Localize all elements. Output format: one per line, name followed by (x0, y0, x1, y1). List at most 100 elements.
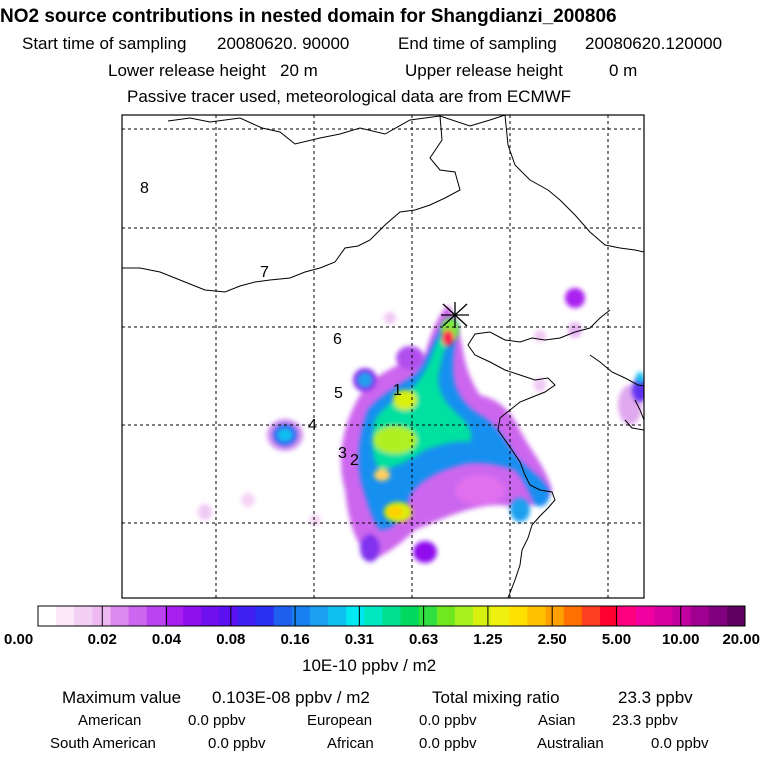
upper-release-label: Upper release height (405, 61, 563, 80)
colorbar-tick-label: 0.08 (216, 631, 246, 648)
region-label-6: 6 (333, 331, 342, 348)
end-time-value: 20080620.120000 (585, 34, 723, 53)
colorbar-border (37, 605, 746, 627)
total-mixing-label: Total mixing ratio (432, 688, 560, 707)
colorbar-swatch (636, 606, 655, 626)
colorbar-swatch (454, 606, 474, 626)
plume-blob (636, 372, 644, 384)
receptor-star-icon (441, 302, 469, 328)
faint-patch (568, 322, 582, 338)
region-label-5: 5 (334, 385, 343, 402)
asian-label: Asian (538, 712, 576, 729)
lower-release-value: 20 m (280, 61, 318, 80)
region-label-1: 1 (393, 382, 402, 399)
colorbar-tick-label: 0.31 (344, 631, 374, 648)
colorbar-swatch (56, 606, 75, 626)
map-border (121, 114, 645, 599)
colorbar-swatch (201, 606, 220, 626)
colorbar-swatch (708, 606, 728, 626)
colorbar-swatch (400, 606, 420, 626)
colorbar-swatch (74, 606, 93, 626)
faint-patch (309, 514, 321, 526)
european-label: European (307, 712, 373, 729)
colorbar-tick-label: 20.00 (722, 631, 760, 648)
colorbar-swatch (346, 606, 365, 626)
colorbar-swatch (672, 606, 692, 626)
colorbar-swatch (146, 606, 166, 626)
colorbar-swatch (128, 606, 148, 626)
coastline (589, 354, 644, 387)
map-boundaries (122, 115, 644, 598)
colorbar-tick-label: 0.00 (4, 631, 34, 648)
faint-patch (534, 378, 546, 392)
colorbar-swatch (219, 606, 238, 626)
colorbar-tick-label: 0.63 (409, 631, 439, 648)
region-label-7: 7 (260, 264, 269, 281)
african-value: 0.0 ppbv (419, 735, 477, 752)
plume-blob (413, 541, 437, 563)
american-label: American (78, 712, 142, 729)
colorbar-swatch (382, 606, 402, 626)
colorbar-swatch (563, 606, 583, 626)
colorbar-swatch (581, 606, 601, 626)
plume-core (373, 426, 417, 454)
plume-core (387, 506, 403, 518)
faint-patch (384, 312, 396, 324)
colorbar-swatch (690, 606, 710, 626)
concentration-field (198, 288, 644, 563)
colorbar-swatch (309, 606, 329, 626)
plume-core (374, 469, 390, 481)
colorbar-swatch (599, 606, 619, 626)
colorbar-swatch (92, 606, 112, 626)
colorbar-swatch (237, 606, 257, 626)
max-value: 0.103E-08 ppbv / m2 (212, 688, 370, 707)
plume-blob (455, 475, 505, 505)
colorbar-swatch (545, 606, 565, 626)
colorbar-swatch (618, 606, 637, 626)
faint-patch (241, 493, 255, 507)
colorbar (37, 605, 746, 627)
south-american-label: South American (50, 735, 156, 752)
region-label-8: 8 (140, 180, 149, 197)
colorbar-tick-label: 2.50 (537, 631, 567, 648)
border-line (504, 115, 644, 253)
colorbar-tick-label: 5.00 (601, 631, 632, 648)
region-labels: 1 2 3 4 5 6 7 8 (140, 180, 402, 469)
colorbar-swatch (255, 606, 275, 626)
coastline (624, 419, 644, 431)
plume-blob (396, 346, 424, 370)
region-label-4: 4 (308, 417, 317, 434)
asian-value: 23.3 ppbv (612, 712, 678, 729)
plume-blob (565, 288, 585, 308)
colorbar-tick-label: 1.25 (473, 631, 503, 648)
colorbar-swatch (527, 606, 547, 626)
map-gridlines (122, 115, 644, 598)
south-american-value: 0.0 ppbv (208, 735, 266, 752)
american-value: 0.0 ppbv (188, 712, 246, 729)
colorbar-swatch (726, 606, 746, 626)
coastline (467, 309, 611, 598)
colorbar-swatch (38, 606, 57, 626)
region-label-2: 2 (350, 452, 359, 469)
plume-blob (632, 378, 644, 402)
upper-release-value: 0 m (609, 61, 638, 80)
start-time-label: Start time of sampling (22, 34, 187, 53)
african-label: African (327, 735, 374, 752)
european-value: 0.0 ppbv (419, 712, 477, 729)
colorbar-swatch (328, 606, 347, 626)
border-line (122, 115, 461, 293)
plume-blob (510, 498, 530, 522)
colorbar-tick-label: 0.02 (87, 631, 117, 648)
colorbar-swatch (491, 606, 510, 626)
plume-blob (360, 534, 380, 562)
start-time-value: 20080620. 90000 (217, 34, 350, 53)
colorbar-swatch (509, 606, 528, 626)
colorbar-tick-label: 0.04 (151, 631, 182, 648)
total-mixing-value: 23.3 ppbv (618, 688, 693, 707)
coastline (634, 399, 644, 421)
colorbar-swatch (183, 606, 202, 626)
max-value-label: Maximum value (62, 688, 182, 707)
colorbar-unit-label: 10E-10 ppbv / m2 (302, 656, 437, 675)
colorbar-swatch (436, 606, 456, 626)
